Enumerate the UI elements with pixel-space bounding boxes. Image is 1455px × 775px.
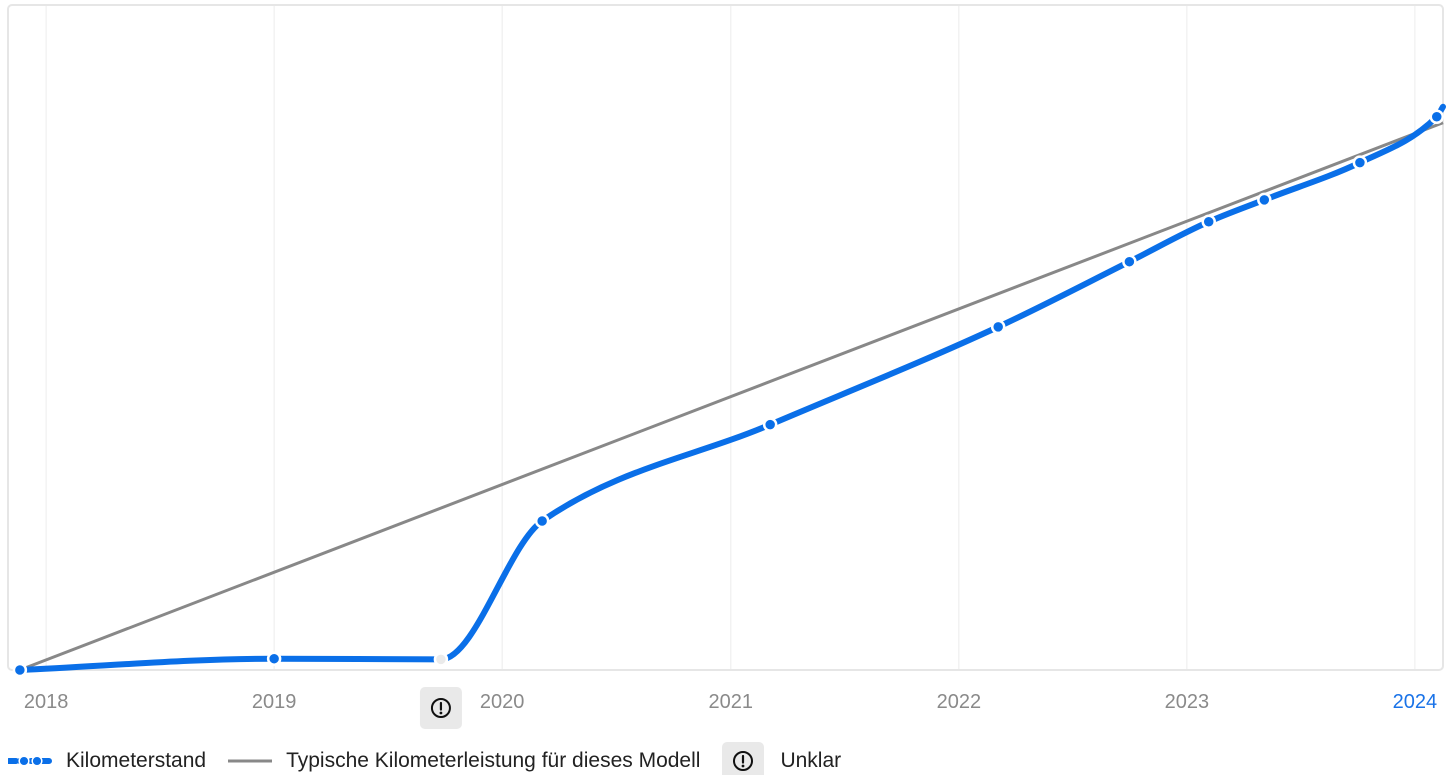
x-tick-label-2024: 2024 xyxy=(1393,691,1438,713)
x-tick-label-2023: 2023 xyxy=(1165,691,1210,713)
legend-label-kilometerstand: Kilometerstand xyxy=(66,749,207,772)
legend-swatch-dashed-dots-icon xyxy=(8,755,52,767)
x-tick-label-2020: 2020 xyxy=(480,691,525,713)
data-point-3[interactable] xyxy=(534,513,550,529)
annotation-layer xyxy=(419,687,462,729)
data-point-6[interactable] xyxy=(1122,254,1137,269)
plot-frame xyxy=(7,4,1444,671)
marker-layer xyxy=(12,109,1445,678)
legend-swatch-solid-line-icon xyxy=(228,759,273,763)
legend-item-kilometerstand[interactable]: Kilometerstand xyxy=(8,749,206,773)
data-point-7[interactable] xyxy=(1201,214,1216,230)
legend-item-unklar[interactable]: Unklar xyxy=(722,742,841,775)
legend: Kilometerstand Typische Kilometerleistun… xyxy=(8,741,841,775)
x-tick-label-2021: 2021 xyxy=(709,691,754,713)
exclamation-circle-icon xyxy=(430,698,451,718)
data-point-4[interactable] xyxy=(762,417,778,432)
data-point-10[interactable] xyxy=(1429,109,1445,124)
legend-item-typical-mileage[interactable]: Typische Kilometerleistung für dieses Mo… xyxy=(228,749,700,773)
data-point-5[interactable] xyxy=(990,319,1006,335)
legend-label-unklar: Unklar xyxy=(780,749,842,772)
data-point-1[interactable] xyxy=(266,651,282,666)
chart-canvas: 2018 2019 2020 2021 2022 2023 2024 xyxy=(7,4,1446,729)
data-point-unclear[interactable] xyxy=(433,652,449,667)
legend-unklar-box xyxy=(722,742,765,775)
typical-mileage-line xyxy=(19,121,1444,672)
typical-mileage-layer xyxy=(19,121,1444,672)
unclear-warning-marker[interactable] xyxy=(419,687,462,729)
grid-layer xyxy=(45,5,1416,670)
x-tick-label-2022: 2022 xyxy=(937,691,982,713)
exclamation-circle-icon xyxy=(733,751,754,771)
data-point-0[interactable] xyxy=(12,662,28,678)
mileage-series-layer xyxy=(16,103,1446,673)
legend-label-typical-mileage: Typische Kilometerleistung für dieses Mo… xyxy=(286,749,701,772)
x-tick-label-2019: 2019 xyxy=(252,691,297,713)
kilometerstand-line xyxy=(16,103,1446,673)
x-tick-label-2018: 2018 xyxy=(24,691,69,713)
data-point-8[interactable] xyxy=(1257,192,1272,208)
data-point-9[interactable] xyxy=(1352,155,1368,170)
x-axis-tick-labels: 2018 2019 2020 2021 2022 2023 2024 xyxy=(24,691,1437,713)
